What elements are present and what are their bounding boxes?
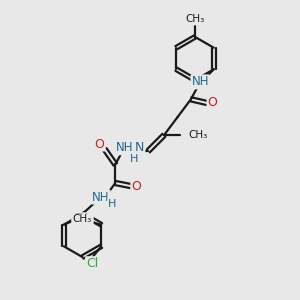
Text: CH₃: CH₃ (185, 14, 205, 25)
Text: H: H (130, 154, 138, 164)
Text: H: H (108, 199, 116, 209)
Text: CH₃: CH₃ (74, 213, 93, 223)
Text: NH: NH (191, 75, 209, 88)
Text: O: O (131, 179, 141, 193)
Text: O: O (94, 137, 104, 151)
Text: NH: NH (116, 141, 133, 154)
Text: CH₃: CH₃ (189, 130, 208, 140)
Text: N: N (135, 141, 144, 154)
Text: Cl: Cl (86, 257, 98, 270)
Text: CH₃: CH₃ (72, 214, 91, 224)
Text: NH: NH (92, 190, 110, 204)
Text: O: O (208, 96, 218, 110)
